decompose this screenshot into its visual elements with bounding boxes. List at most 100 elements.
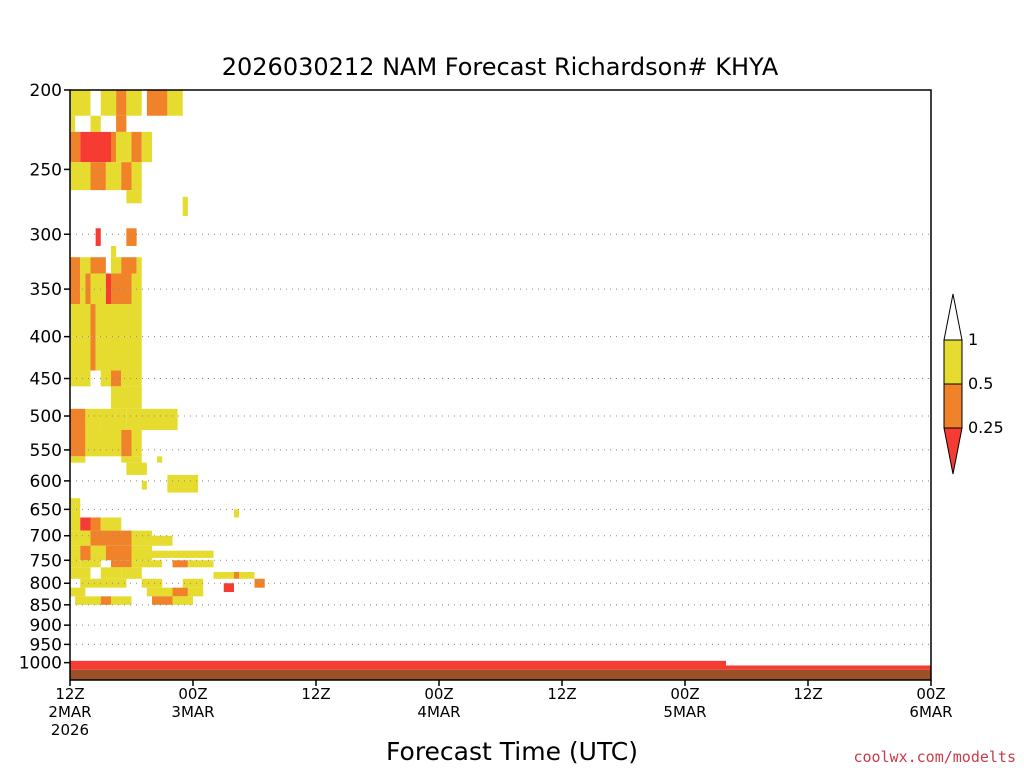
- heat-cell: [234, 509, 240, 518]
- ground-band: [70, 669, 931, 680]
- x-tick-label: 00Z: [424, 685, 453, 703]
- chart-title: 2026030212 NAM Forecast Richardson# KHYA: [222, 53, 779, 81]
- heat-cell: [126, 408, 178, 430]
- heat-cell: [90, 257, 106, 274]
- y-tick-label: 600: [30, 472, 62, 492]
- y-tick-label: 450: [30, 370, 62, 390]
- heat-cell: [116, 90, 127, 116]
- heat-cell: [70, 567, 91, 579]
- heat-cell: [187, 560, 214, 568]
- heat-cell: [80, 131, 111, 163]
- heat-cell: [80, 578, 111, 588]
- heat-cell: [187, 587, 204, 597]
- heat-cell: [95, 228, 101, 246]
- heat-cell: [172, 587, 188, 597]
- heat-cell: [126, 228, 137, 246]
- plot-frame: [69, 89, 932, 681]
- heat-cell: [193, 474, 199, 493]
- heat-cell: [131, 530, 152, 546]
- heat-cell: [100, 567, 122, 579]
- heat-cell: [152, 550, 214, 558]
- heat-cell: [90, 273, 106, 305]
- heat-cell: [223, 583, 234, 593]
- heat-cell: [70, 517, 81, 531]
- heat-cell: [90, 162, 106, 191]
- heat-cell: [85, 408, 101, 430]
- x-tick-label: 5MAR: [663, 703, 706, 721]
- x-tick-label: 12Z: [547, 685, 576, 703]
- x-tick-label: 12Z: [55, 685, 84, 703]
- heat-cell: [131, 429, 142, 457]
- heat-cell: [85, 429, 122, 457]
- surface-red-band: [70, 665, 931, 670]
- y-tick-label: 800: [30, 574, 62, 594]
- heat-cell: [105, 545, 132, 561]
- x-tick-label: 2MAR: [48, 703, 91, 721]
- x-tick-label: 00Z: [916, 685, 945, 703]
- y-tick-label: 350: [30, 280, 62, 300]
- y-tick-label: 250: [30, 160, 62, 180]
- y-tick-label: 1000: [19, 654, 62, 674]
- heat-cell: [111, 560, 132, 568]
- heat-cell: [136, 257, 142, 274]
- heat-cell: [172, 596, 193, 605]
- heat-cell: [141, 578, 163, 588]
- heat-cell: [70, 456, 86, 463]
- heat-cell: [182, 196, 188, 217]
- heat-cell: [131, 162, 142, 191]
- heat-cell: [70, 257, 81, 274]
- heat-cell: [141, 131, 152, 163]
- heat-cell: [90, 115, 101, 132]
- heat-cell: [75, 498, 81, 518]
- heat-cell: [80, 545, 91, 561]
- heat-cell: [90, 517, 101, 531]
- heat-cell: [126, 462, 147, 475]
- heat-cell: [70, 162, 91, 191]
- y-tick-label: 700: [30, 527, 62, 547]
- heat-cell: [146, 587, 173, 597]
- heat-cell: [172, 560, 188, 568]
- x-axis-label: Forecast Time (UTC): [386, 737, 638, 766]
- heat-cell: [100, 370, 111, 387]
- legend-bin-above-1: [943, 293, 963, 341]
- plot-area: [70, 90, 931, 680]
- heatmap-cells: [70, 90, 265, 605]
- heat-cell: [121, 567, 142, 579]
- surface-layer: [70, 660, 931, 680]
- heat-cell: [111, 131, 117, 163]
- heat-cell: [70, 545, 81, 561]
- heat-cell: [141, 480, 147, 490]
- heat-cell: [70, 304, 91, 337]
- heat-cell: [100, 517, 122, 531]
- heat-cell: [111, 596, 132, 605]
- heat-cell: [70, 273, 81, 305]
- y-tick-label: 900: [30, 616, 62, 636]
- legend-label-0.5: 0.5: [968, 374, 993, 393]
- heat-cell: [85, 273, 91, 305]
- heat-cell: [70, 336, 91, 371]
- heat-cell: [152, 535, 173, 546]
- heat-cell: [70, 131, 81, 163]
- heat-cell: [111, 386, 142, 409]
- heat-cell: [90, 336, 96, 371]
- x-tick-label: 00Z: [178, 685, 207, 703]
- heat-cell: [111, 370, 122, 387]
- heat-cell: [90, 304, 96, 337]
- heat-cell: [131, 131, 142, 163]
- heat-cell: [111, 245, 117, 258]
- heat-cell: [131, 560, 163, 568]
- heat-cell: [100, 596, 111, 605]
- surface-red-band: [70, 660, 726, 666]
- heat-cell: [100, 408, 127, 430]
- heat-cell: [167, 474, 193, 493]
- heat-cell: [70, 587, 86, 597]
- y-tick-label: 850: [30, 596, 62, 616]
- heat-cell: [70, 115, 76, 132]
- heat-cell: [111, 273, 132, 305]
- legend-label-0.25: 0.25: [968, 418, 1004, 437]
- heat-cell: [234, 571, 240, 579]
- legend-label-1: 1: [968, 330, 978, 349]
- heat-cell: [70, 90, 91, 116]
- x-tick-label: 4MAR: [417, 703, 460, 721]
